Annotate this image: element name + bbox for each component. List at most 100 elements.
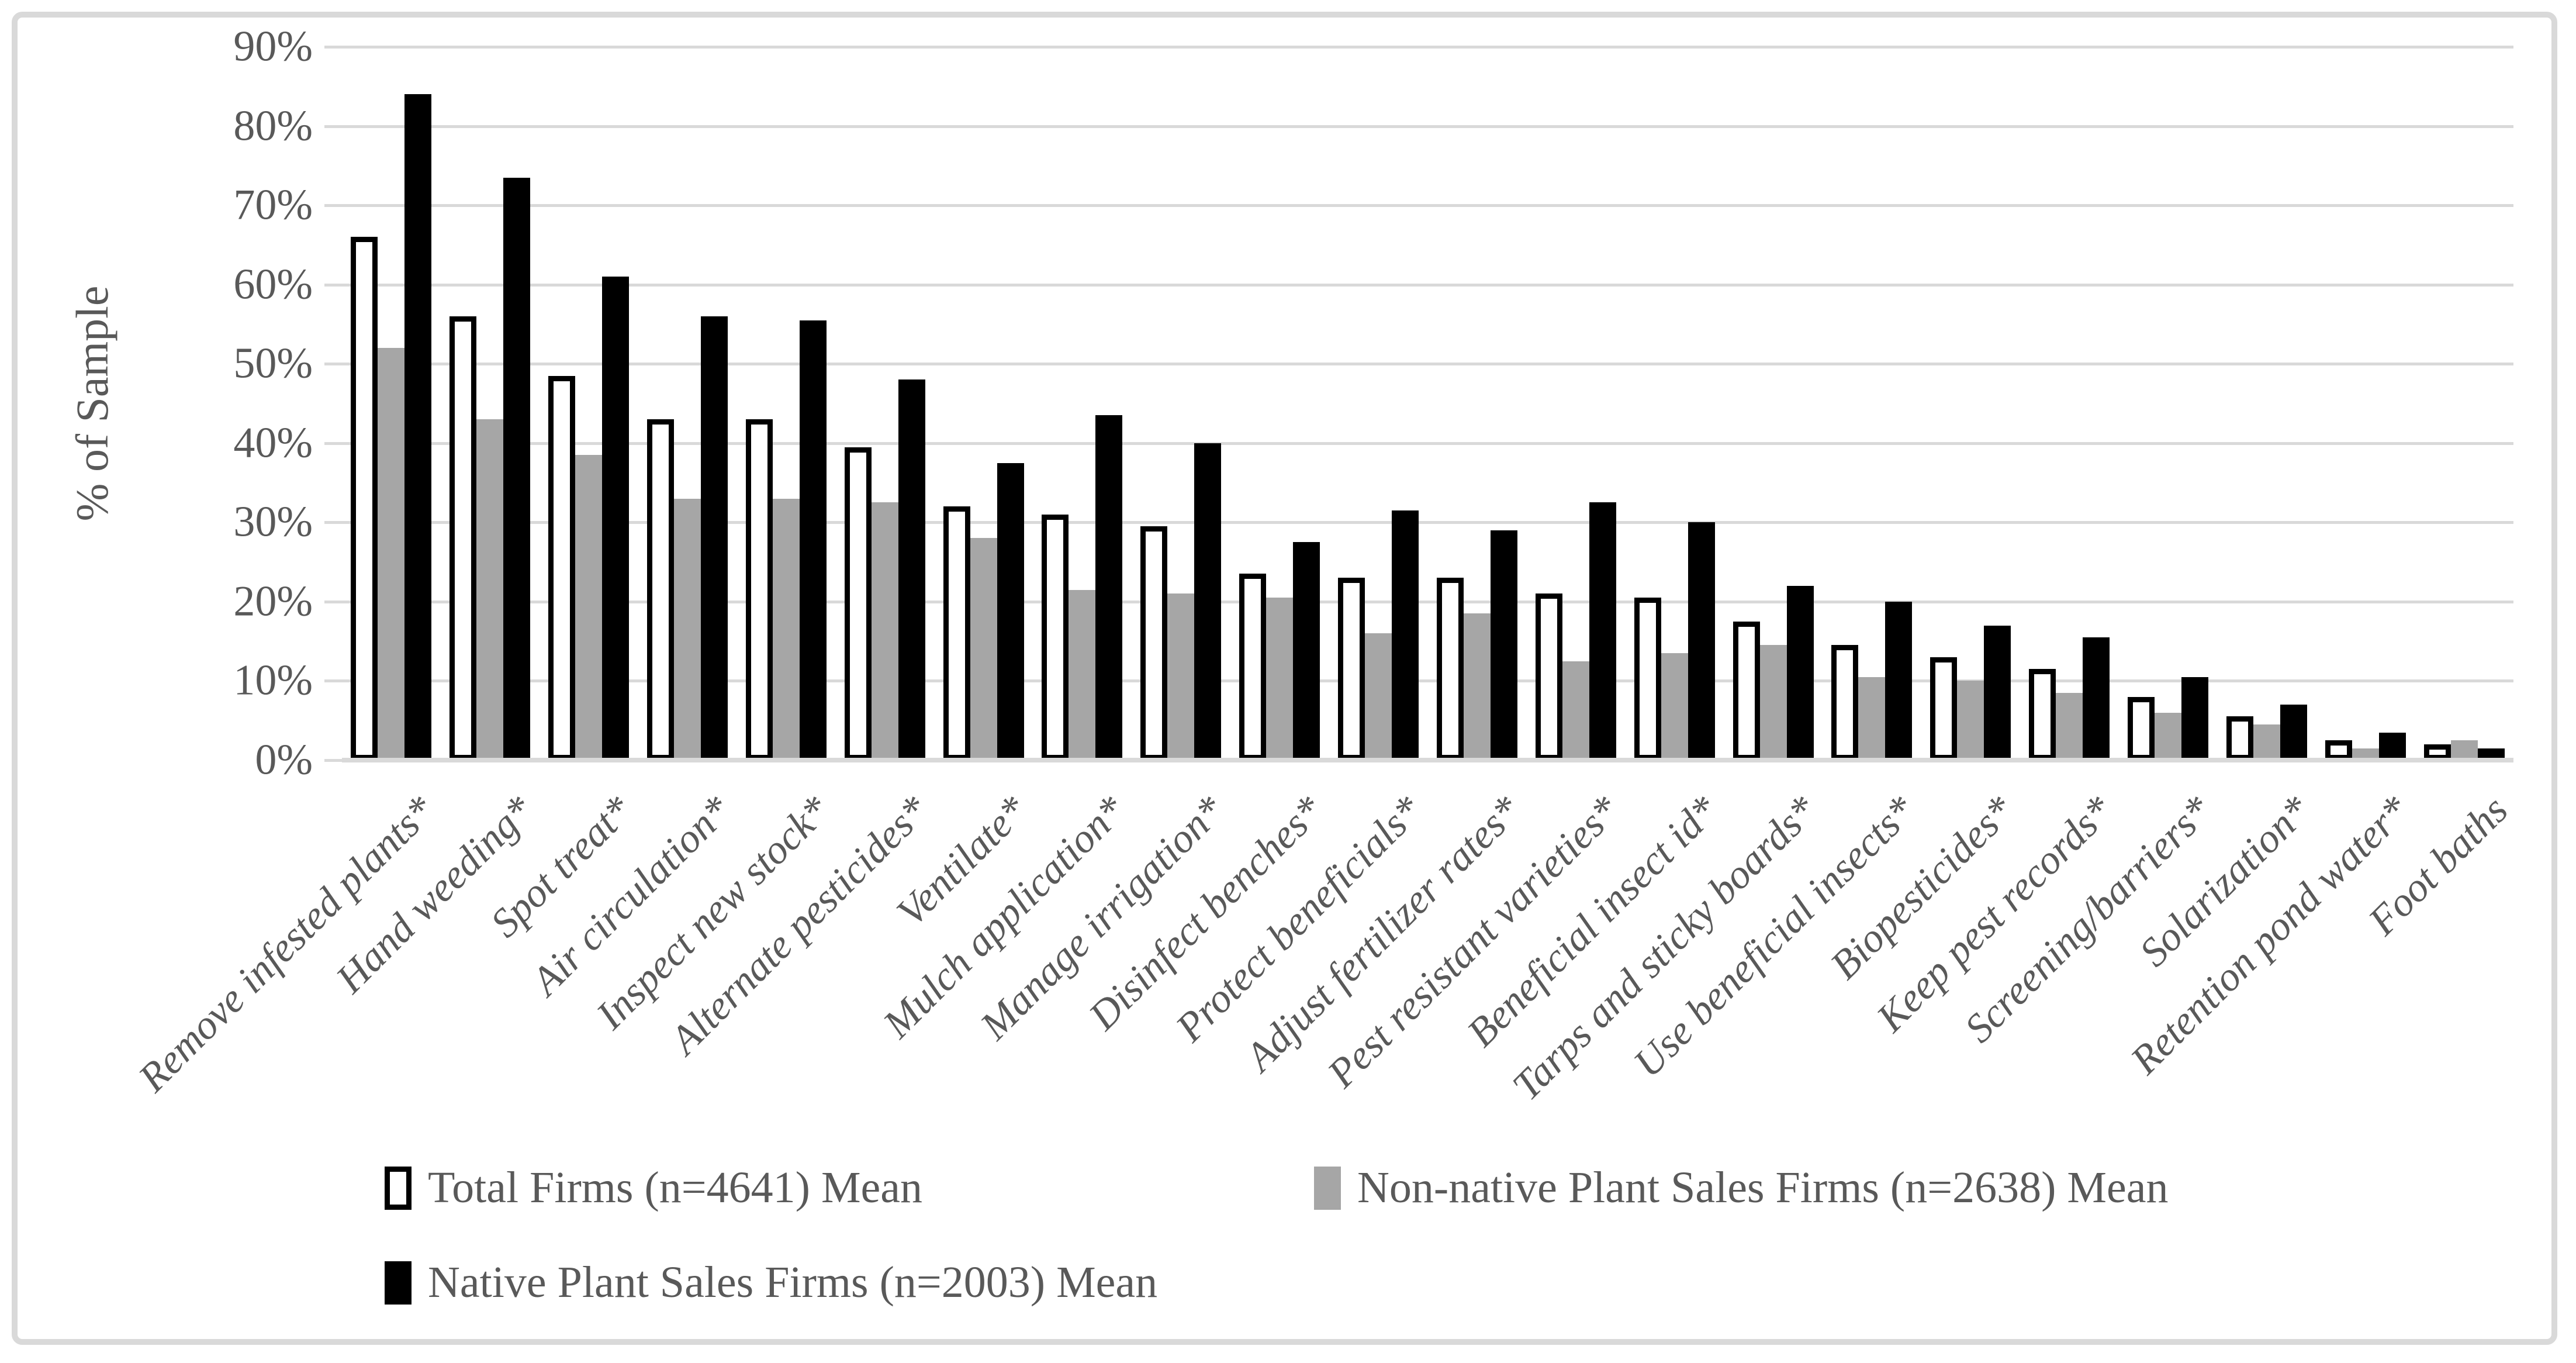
- bar-nonnative-firms-12: [1463, 613, 1491, 760]
- legend-item-native-firms: Native Plant Sales Firms (n=2003) Mean: [385, 1257, 1157, 1308]
- bar-native-firms-1: [404, 94, 432, 760]
- bar-native-firms-13: [1589, 502, 1616, 760]
- y-tick-label-70: 70%: [233, 181, 313, 229]
- gridline-10: [342, 679, 2513, 683]
- bar-nonnative-firms-10: [1266, 598, 1294, 760]
- bar-native-firms-8: [1095, 415, 1123, 760]
- legend-label-native-firms: Native Plant Sales Firms (n=2003) Mean: [428, 1258, 1158, 1307]
- legend-swatch-native-firms: [385, 1261, 412, 1305]
- y-axis-tick-20: [324, 600, 342, 603]
- bar-nonnative-firms-1: [378, 348, 405, 760]
- bar-nonnative-firms-19: [2154, 712, 2181, 760]
- bar-nonnative-firms-3: [575, 455, 603, 760]
- y-axis-title: % of Sample: [67, 285, 117, 522]
- bar-native-firms-22: [2477, 748, 2505, 760]
- bar-native-firms-16: [1885, 601, 1913, 760]
- bar-nonnative-firms-7: [970, 538, 997, 760]
- y-tick-label-10: 10%: [233, 656, 313, 705]
- bar-native-firms-6: [898, 379, 925, 760]
- bar-native-firms-14: [1688, 522, 1715, 760]
- bar-total-firms-12: [1436, 578, 1464, 760]
- bar-nonnative-firms-11: [1365, 633, 1392, 760]
- bar-nonnative-firms-9: [1167, 593, 1195, 760]
- bar-total-firms-4: [647, 419, 675, 760]
- bar-nonnative-firms-14: [1661, 653, 1688, 760]
- y-tick-label-0: 0%: [255, 736, 313, 784]
- y-axis-tick-70: [324, 204, 342, 208]
- bar-native-firms-7: [997, 463, 1024, 760]
- y-tick-label-90: 90%: [233, 22, 313, 71]
- legend-item-nonnative-firms: Non-native Plant Sales Firms (n=2638) Me…: [1314, 1162, 2168, 1213]
- gridline-40: [342, 441, 2513, 445]
- bar-nonnative-firms-4: [674, 498, 701, 760]
- bar-total-firms-2: [449, 316, 477, 760]
- y-tick-label-80: 80%: [233, 102, 313, 150]
- bar-nonnative-firms-18: [2056, 692, 2083, 760]
- y-tick-label-20: 20%: [233, 577, 313, 626]
- y-tick-label-40: 40%: [233, 419, 313, 467]
- bar-total-firms-17: [1930, 657, 1958, 760]
- legend-item-total-firms: Total Firms (n=4641) Mean: [385, 1162, 922, 1213]
- legend-label-nonnative-firms: Non-native Plant Sales Firms (n=2638) Me…: [1357, 1163, 2169, 1212]
- bar-nonnative-firms-21: [2352, 748, 2379, 760]
- bar-total-firms-14: [1634, 598, 1661, 760]
- bar-native-firms-18: [2083, 637, 2110, 760]
- x-axis-line: [342, 758, 2513, 762]
- bar-nonnative-firms-6: [871, 502, 898, 760]
- gridline-20: [342, 600, 2513, 603]
- bar-native-firms-15: [1786, 585, 1814, 760]
- y-axis-tick-60: [324, 283, 342, 287]
- bar-total-firms-18: [2029, 669, 2056, 760]
- bar-native-firms-2: [503, 177, 531, 760]
- legend-swatch-total-firms: [385, 1166, 412, 1210]
- y-axis-tick-10: [324, 679, 342, 683]
- gridline-70: [342, 204, 2513, 208]
- gridline-80: [342, 125, 2513, 128]
- bar-nonnative-firms-8: [1069, 589, 1096, 760]
- bar-native-firms-19: [2181, 677, 2208, 760]
- bar-total-firms-8: [1042, 514, 1069, 760]
- y-axis-tick-50: [324, 363, 342, 366]
- gridline-90: [342, 46, 2513, 49]
- bar-native-firms-20: [2280, 705, 2307, 760]
- bar-total-firms-16: [1831, 645, 1859, 760]
- y-axis-tick-30: [324, 521, 342, 525]
- bar-native-firms-4: [701, 316, 728, 760]
- bar-total-firms-10: [1239, 574, 1267, 760]
- bar-total-firms-9: [1140, 526, 1168, 760]
- bar-total-firms-20: [2226, 716, 2253, 760]
- bar-nonnative-firms-13: [1562, 661, 1589, 760]
- bar-total-firms-6: [844, 447, 872, 760]
- bar-nonnative-firms-5: [772, 498, 800, 760]
- bar-total-firms-15: [1733, 621, 1760, 760]
- gridline-30: [342, 521, 2513, 525]
- bar-native-firms-21: [2378, 732, 2406, 760]
- bar-native-firms-5: [799, 320, 827, 760]
- gridline-50: [342, 363, 2513, 366]
- bar-total-firms-7: [943, 506, 970, 760]
- bar-total-firms-11: [1338, 578, 1365, 760]
- bar-native-firms-9: [1194, 443, 1222, 760]
- bar-total-firms-22: [2423, 744, 2451, 760]
- bar-native-firms-17: [1984, 625, 2011, 760]
- y-tick-label-60: 60%: [233, 260, 313, 309]
- bar-native-firms-11: [1392, 510, 1419, 760]
- y-axis-tick-80: [324, 125, 342, 128]
- y-axis-tick-90: [324, 46, 342, 49]
- bar-nonnative-firms-17: [1957, 681, 1984, 760]
- y-tick-label-50: 50%: [233, 339, 313, 388]
- bar-total-firms-13: [1535, 593, 1562, 760]
- gridline-60: [342, 283, 2513, 287]
- y-tick-label-30: 30%: [233, 498, 313, 546]
- bar-native-firms-10: [1293, 542, 1320, 760]
- bar-total-firms-21: [2325, 740, 2352, 760]
- bar-nonnative-firms-16: [1858, 677, 1886, 760]
- y-axis-tick-40: [324, 441, 342, 445]
- bar-nonnative-firms-2: [476, 419, 504, 760]
- bar-nonnative-firms-20: [2253, 724, 2280, 760]
- bar-nonnative-firms-15: [1759, 645, 1787, 760]
- y-axis-tick-0: [324, 759, 342, 762]
- legend-swatch-nonnative-firms: [1314, 1166, 1341, 1210]
- bar-nonnative-firms-22: [2450, 740, 2478, 760]
